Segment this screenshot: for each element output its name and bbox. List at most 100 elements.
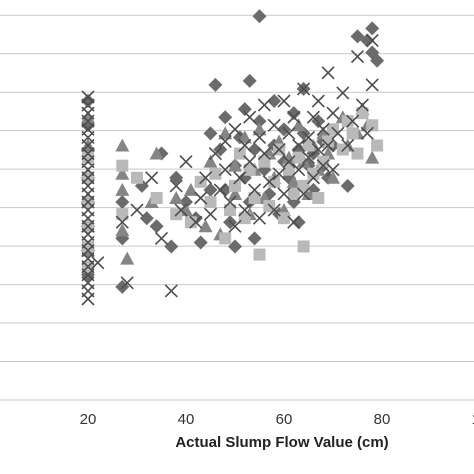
diamond-point (237, 102, 252, 117)
diamond-point (81, 94, 95, 109)
square-point (351, 147, 364, 160)
cross-point (301, 130, 316, 144)
diamond-point (267, 94, 282, 109)
square-point (229, 179, 241, 192)
cross-point (336, 86, 350, 100)
diamond-point (203, 182, 218, 197)
triangle-point (252, 122, 267, 136)
diamond-point (252, 114, 267, 129)
square-point (312, 192, 325, 204)
cross-point (243, 155, 257, 169)
triangle-point (237, 130, 252, 144)
cross-point (360, 126, 374, 140)
square-point (116, 159, 129, 172)
cross-point (164, 284, 178, 298)
gridlines (0, 14, 474, 401)
cross-point (174, 203, 188, 217)
cross-point (154, 231, 169, 245)
cross-point (267, 203, 281, 217)
cross-point (306, 171, 320, 185)
cross-point (189, 215, 203, 229)
x-axis-title: Actual Slump Flow Value (cm) (175, 434, 388, 451)
cross-point (350, 50, 365, 64)
diamond-point (149, 219, 164, 234)
cross-point (252, 130, 267, 144)
cross-point (238, 203, 252, 217)
cross-point (365, 78, 379, 92)
diamond-point (252, 9, 267, 24)
diamond-point (247, 142, 262, 157)
square-point (82, 151, 94, 164)
x-tick-label: 60 (276, 411, 293, 428)
diamond-point (286, 106, 301, 121)
square-point (307, 167, 320, 180)
square-point (209, 167, 222, 180)
triangle-point (115, 223, 130, 237)
triangle-point (115, 138, 130, 152)
cross-point (262, 175, 276, 189)
diamond-point (203, 126, 218, 141)
triangle-point (281, 150, 296, 164)
diamond-point (242, 73, 257, 88)
cross-point (257, 98, 271, 112)
cross-point (346, 114, 360, 128)
square-point (253, 248, 266, 261)
diamond-point (218, 182, 233, 197)
cross-point (306, 110, 320, 124)
cross-point (292, 163, 306, 177)
cross-point (81, 292, 95, 306)
square-point (371, 139, 384, 152)
diamond-point (169, 170, 184, 185)
square-point (297, 179, 310, 192)
triangle-point (81, 110, 95, 124)
triangle-point (326, 170, 340, 184)
cross-point (208, 146, 222, 161)
cross-point (331, 126, 345, 140)
cross-point (248, 183, 262, 197)
square-point (238, 212, 251, 225)
square-point (233, 147, 246, 160)
diamond-point (208, 77, 223, 92)
cross-point (272, 142, 286, 157)
diamond-point (340, 178, 355, 193)
cross-point (297, 82, 311, 96)
triangle-point (115, 182, 130, 196)
cross-point (169, 179, 183, 193)
cross-point (218, 163, 232, 177)
cross-point (257, 146, 271, 161)
cross-point (203, 207, 218, 221)
triangle-point (228, 158, 242, 172)
data-points (81, 9, 385, 306)
diamond-point (228, 239, 242, 254)
cross-point (321, 138, 335, 153)
cross-point (223, 195, 237, 209)
triangle-point (179, 203, 193, 217)
cross-point (355, 98, 369, 112)
triangle-point (203, 154, 218, 168)
square-point (282, 163, 295, 176)
cross-point (145, 171, 159, 185)
square-point (287, 187, 300, 200)
diamond-point (193, 235, 208, 250)
triangle-point (169, 191, 184, 204)
cross-point (287, 110, 301, 124)
square-point (356, 107, 369, 120)
cross-point (287, 215, 301, 229)
triangle-point (198, 219, 213, 233)
cross-point (341, 138, 355, 153)
square-point (258, 155, 271, 168)
square-point (322, 135, 335, 148)
cross-point (115, 215, 129, 229)
triangle-point (286, 174, 301, 188)
cross-point (297, 187, 311, 201)
cross-point (292, 138, 306, 153)
x-tick-label: 20 (80, 411, 97, 428)
square-point (297, 240, 310, 253)
cross-point (282, 126, 296, 140)
x-tick-label: 40 (178, 411, 195, 428)
cross-point (252, 211, 267, 225)
cross-point (321, 66, 335, 80)
square-point (302, 139, 315, 152)
square-point (82, 240, 94, 253)
